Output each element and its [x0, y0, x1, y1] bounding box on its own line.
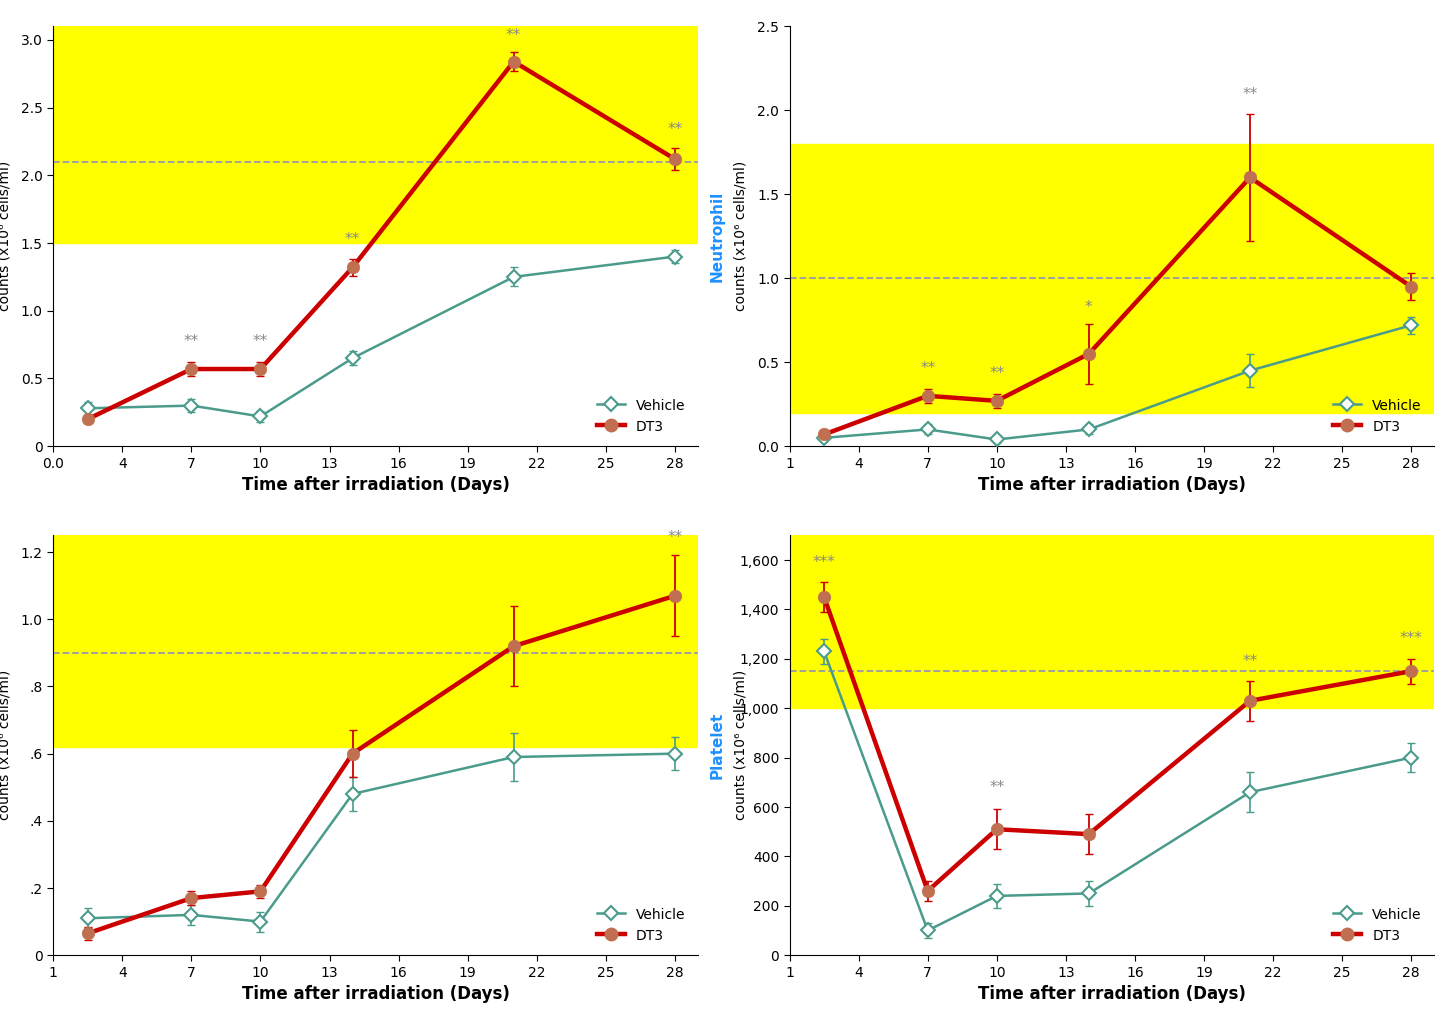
Legend: Vehicle, DT3: Vehicle, DT3: [1328, 902, 1427, 948]
Text: counts (x10⁶ cells/ml): counts (x10⁶ cells/ml): [0, 161, 12, 311]
Bar: [54, 27, 698, 243]
Text: *: *: [1085, 300, 1093, 315]
Text: **: **: [183, 334, 199, 349]
Text: **: **: [1243, 87, 1257, 102]
Text: **: **: [920, 360, 936, 376]
Text: **: **: [253, 334, 268, 349]
Text: **: **: [345, 232, 361, 247]
Text: ***: ***: [813, 555, 835, 570]
X-axis label: Time after irradiation (Days): Time after irradiation (Days): [242, 985, 509, 1004]
Text: **: **: [668, 530, 682, 546]
Text: **: **: [989, 366, 1004, 381]
Text: Platelet: Platelet: [710, 712, 725, 779]
Legend: Vehicle, DT3: Vehicle, DT3: [591, 902, 691, 948]
Text: ***: ***: [1400, 632, 1423, 646]
Bar: [54, 536, 698, 746]
Text: counts (x10⁶ cells/ml): counts (x10⁶ cells/ml): [0, 670, 12, 820]
Legend: Vehicle, DT3: Vehicle, DT3: [1328, 393, 1427, 439]
Text: **: **: [506, 28, 521, 43]
Text: Neutrophil: Neutrophil: [710, 190, 725, 282]
Text: counts (x10⁶ cells/ml): counts (x10⁶ cells/ml): [733, 670, 748, 820]
Text: **: **: [668, 123, 682, 137]
X-axis label: Time after irradiation (Days): Time after irradiation (Days): [978, 985, 1245, 1004]
Bar: [790, 536, 1435, 709]
Legend: Vehicle, DT3: Vehicle, DT3: [591, 393, 691, 439]
X-axis label: Time after irradiation (Days): Time after irradiation (Days): [242, 476, 509, 495]
Bar: [790, 144, 1435, 413]
Text: counts (x10⁶ cells/ml): counts (x10⁶ cells/ml): [733, 161, 748, 311]
Text: **: **: [989, 779, 1004, 795]
X-axis label: Time after irradiation (Days): Time after irradiation (Days): [978, 476, 1245, 495]
Text: **: **: [1243, 653, 1257, 669]
